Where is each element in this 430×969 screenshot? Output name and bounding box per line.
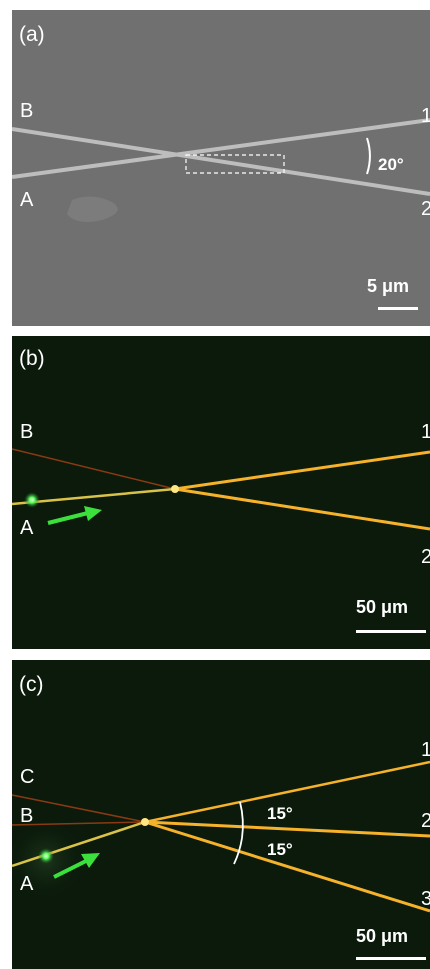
wire-label-a: A [20, 517, 34, 539]
panel-b-label: (b) [19, 347, 45, 370]
panel-b-drawing [12, 336, 430, 649]
output-branch-2 [144, 820, 430, 838]
angle-label-20: 20° [378, 155, 404, 174]
excited-wire-a [12, 820, 146, 868]
output-branch-1 [174, 450, 430, 491]
angle-arc-upper [239, 801, 244, 839]
wire-label-a: A [20, 189, 34, 211]
nanowire-a [12, 118, 430, 179]
output-label-2: 2 [421, 810, 430, 832]
scale-bar-b [356, 630, 426, 633]
panel-c-label: (c) [19, 673, 44, 696]
substrate-debris [67, 196, 118, 222]
scale-bar-a [378, 307, 418, 310]
dark-background [12, 336, 430, 649]
excitation-arrow-head [81, 853, 100, 868]
coupling-point [171, 485, 179, 493]
wire-label-b: B [20, 805, 34, 827]
output-branch-2 [174, 487, 430, 531]
wire-label-c: C [20, 766, 35, 788]
wire-label-a: A [20, 873, 34, 895]
angle-label-lower: 15° [267, 840, 293, 859]
panel-c-drawing [12, 660, 430, 969]
coupling-point [141, 818, 149, 826]
scale-bar-label-b: 50 μm [356, 597, 409, 617]
scale-bar-label-c: 50 μm [356, 926, 409, 946]
excitation-spot [24, 492, 40, 508]
panel-b-optical-image: (b) B A 1 2 50 μm [12, 336, 430, 649]
scale-bar-label-a: 5 μm [367, 276, 410, 296]
output-label-2: 2 [421, 546, 430, 568]
panel-c-optical-image: (c) C B A 1 2 3 15° 15° 50 μm [12, 660, 430, 969]
output-branch-1 [144, 760, 430, 824]
output-label-1: 1 [421, 739, 430, 761]
passive-wire-b [12, 448, 176, 490]
wire-label-b: B [20, 421, 34, 443]
excitation-spot [38, 848, 54, 864]
nanowire-b [12, 127, 430, 196]
dark-background [12, 660, 430, 969]
output-label-2: 2 [421, 198, 430, 220]
output-label-3: 3 [421, 888, 430, 910]
angle-arc-20 [366, 137, 371, 175]
excitation-arrow-head [84, 506, 102, 521]
panel-a-label: (a) [19, 23, 45, 46]
passive-wire-c [12, 794, 146, 823]
output-branch-3 [144, 820, 430, 913]
output-label-1: 1 [421, 421, 430, 443]
coupling-region-box [185, 154, 285, 174]
scale-bar-c [356, 957, 426, 960]
angle-label-upper: 15° [267, 804, 293, 823]
wire-label-b: B [20, 100, 34, 122]
excitation-arrow-shaft [53, 859, 87, 879]
angle-arc-lower [233, 837, 243, 865]
panel-a-sem-image: (a) B A 1 2 20° 5 μm [12, 10, 430, 326]
output-label-1: 1 [421, 105, 430, 127]
passive-wire-b [12, 821, 146, 826]
panel-a-drawing [12, 10, 430, 326]
excitation-arrow-shaft [47, 511, 89, 525]
